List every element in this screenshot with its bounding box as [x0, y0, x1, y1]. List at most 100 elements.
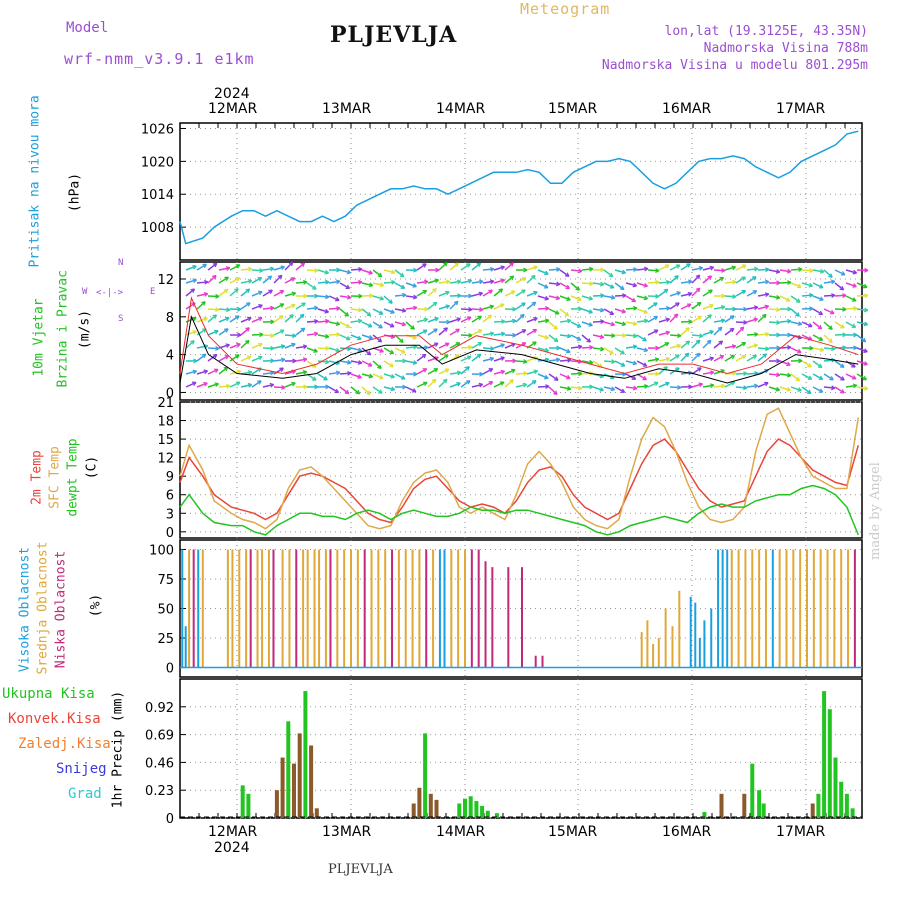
wind-arrow: [482, 280, 494, 284]
wind-arrow: [735, 321, 748, 324]
wind-arrow: [636, 385, 649, 388]
wind-arrow: [537, 282, 549, 289]
wind-arrow: [801, 269, 814, 272]
wind-arrowhead: [831, 346, 836, 352]
wind-arrowhead: [235, 277, 241, 282]
wind-arrow: [724, 315, 735, 323]
wind-arrowhead: [622, 293, 627, 299]
wind-arrowhead: [344, 312, 350, 317]
wind-arrowhead: [861, 337, 867, 343]
wind-arrowhead: [698, 265, 704, 271]
wind-arrowhead: [358, 293, 363, 299]
wind-arrowhead: [787, 332, 792, 338]
wind-arrow: [295, 358, 307, 362]
wind-arrowhead: [335, 279, 341, 285]
wind-arrow: [306, 282, 317, 290]
wind-arrow: [251, 290, 263, 297]
temp-ytick-label-2: 6: [166, 489, 174, 504]
day-bottom-5: 17MAR: [776, 824, 826, 840]
wind-arrowhead: [477, 329, 483, 334]
temp-ytick-label-6: 18: [157, 415, 174, 430]
wind-arrowhead: [456, 370, 462, 376]
wind-arrowhead: [586, 338, 591, 343]
wind-arrowhead: [608, 272, 614, 278]
precip-ytick-label-4: 0.92: [145, 701, 174, 716]
wind-arrow: [328, 295, 340, 302]
wind-arrow: [482, 368, 494, 375]
precip-bar: [457, 803, 462, 818]
wind-arrowhead: [697, 315, 702, 321]
wind-arrow: [768, 321, 781, 324]
wind-arrowhead: [864, 293, 869, 299]
wind-arrowhead: [445, 304, 450, 310]
precip-bar: [833, 757, 838, 818]
wind-arrow: [702, 289, 713, 297]
wind-arrow: [251, 343, 263, 349]
wind-arrow: [603, 334, 616, 337]
wind-arrowhead: [863, 361, 868, 366]
wind-arrowhead: [798, 358, 803, 364]
wind-arrow: [229, 315, 240, 323]
wind-arrow: [284, 277, 296, 284]
wind-arrow: [372, 347, 384, 353]
wind-arrow: [471, 262, 482, 271]
wind-arrowhead: [818, 284, 824, 289]
wind-arrow: [493, 288, 503, 297]
wind-arrowhead: [699, 333, 704, 339]
wind-arrow: [251, 316, 263, 323]
wind-speed-line: [179, 315, 859, 384]
wind-arrow: [438, 354, 449, 362]
wind-arrow: [702, 314, 712, 323]
wind-arrow: [801, 360, 812, 368]
temp-ytick-label-5: 15: [157, 433, 174, 448]
wind-arrowhead: [797, 387, 802, 392]
wind-arrow: [339, 321, 351, 328]
wind-arrow: [779, 346, 792, 349]
wind-arrow: [625, 334, 638, 337]
wind-arrowhead: [566, 386, 572, 391]
wind-arrow: [691, 274, 701, 284]
wind-arrow: [185, 381, 197, 388]
wind-arrow: [746, 276, 757, 284]
wind-arrowhead: [840, 376, 845, 381]
cloud-ytick-label-3: 75: [157, 573, 174, 588]
wind-arrowhead: [336, 306, 341, 311]
wind-arrow: [471, 292, 483, 297]
wind-arrow: [812, 308, 823, 316]
wind-arrow: [713, 384, 726, 388]
wind-arrow: [295, 302, 306, 310]
wind-arrowhead: [839, 285, 845, 291]
wind-arrow: [625, 268, 638, 271]
wind-arrowhead: [853, 332, 858, 338]
wind-arrow: [372, 308, 384, 315]
wind-arrow: [284, 303, 296, 310]
wind-arrowhead: [643, 318, 649, 324]
wind-arrowhead: [247, 316, 252, 322]
wind-arrow: [779, 373, 791, 377]
wind-arrow: [218, 276, 229, 284]
wind-arrow: [493, 320, 506, 323]
wind-arrow: [383, 308, 395, 314]
wind-arrow: [460, 334, 473, 337]
wind-arrowhead: [466, 263, 471, 268]
legend-total-rain: Ukupna Kisa: [2, 686, 95, 702]
precip-bar: [494, 813, 499, 818]
wind-arrow: [328, 280, 340, 284]
wind-arrow: [438, 291, 450, 297]
precip-bar: [485, 810, 490, 818]
wind-arrowhead: [346, 269, 352, 275]
wind-arrowhead: [665, 317, 670, 323]
wind-arrow: [548, 321, 558, 330]
wind-arrowhead: [192, 316, 197, 322]
wind-arrowhead: [367, 362, 373, 367]
wind-arrowhead: [445, 290, 450, 296]
wind-arrowhead: [368, 282, 374, 288]
wind-arrow: [185, 330, 197, 336]
wind-arrow: [537, 373, 549, 380]
wind-arrow: [229, 381, 241, 388]
wind-arrowhead: [730, 315, 735, 320]
wind-ytick-label-2: 8: [166, 311, 174, 326]
wind-arrowhead: [424, 306, 429, 312]
wind-arrow: [647, 269, 660, 272]
wind-arrowhead: [599, 346, 605, 352]
